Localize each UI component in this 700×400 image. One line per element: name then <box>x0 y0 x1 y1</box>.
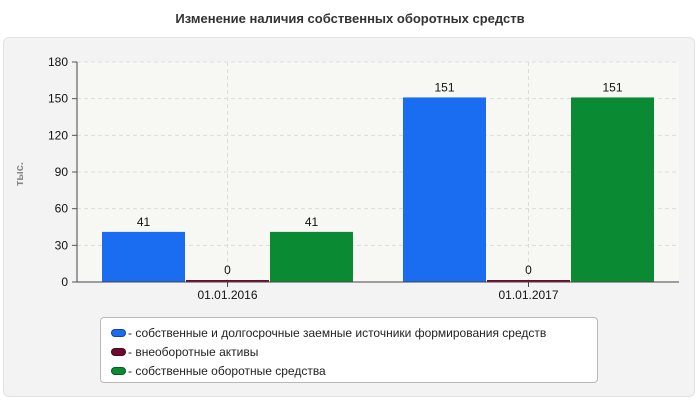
legend-item-working-capital: - собственные оборотные средства <box>111 361 597 380</box>
y-tick-label: 90 <box>55 165 69 179</box>
bar <box>403 97 486 282</box>
y-tick-label: 0 <box>61 275 68 289</box>
y-tick-label: 180 <box>48 55 68 69</box>
y-tick-label: 120 <box>48 128 68 142</box>
legend-swatch-noncurrent-assets <box>111 347 126 356</box>
legend-label-working-capital: - собственные оборотные средства <box>128 363 326 378</box>
y-axis-label: тыс. <box>14 162 26 186</box>
y-tick-label: 30 <box>55 238 69 252</box>
legend-swatch-sources <box>111 328 126 337</box>
bar <box>571 97 654 282</box>
bar-value-label: 151 <box>434 80 454 94</box>
bar <box>270 231 353 282</box>
bar-value-label: 0 <box>224 263 231 277</box>
bar-value-label: 41 <box>305 215 319 229</box>
bar-value-label: 0 <box>525 263 532 277</box>
bar <box>487 280 570 282</box>
y-tick-label: 60 <box>55 202 69 216</box>
legend-item-sources: - собственные и долгосрочные заемные ист… <box>111 323 597 342</box>
legend: - собственные и долгосрочные заемные ист… <box>100 317 598 383</box>
legend-item-noncurrent-assets: - внеоборотные активы <box>111 342 597 361</box>
bar-value-label: 151 <box>602 80 622 94</box>
x-tick-label: 01.01.2017 <box>498 288 558 302</box>
y-tick-label: 150 <box>48 92 68 106</box>
legend-label-sources: - собственные и долгосрочные заемные ист… <box>128 325 547 340</box>
chart-title: Изменение наличия собственных оборотных … <box>175 11 525 26</box>
bar-value-label: 41 <box>137 215 151 229</box>
bar <box>102 231 185 282</box>
bar <box>186 280 269 282</box>
legend-swatch-working-capital <box>111 366 126 375</box>
legend-label-noncurrent-assets: - внеоборотные активы <box>128 344 259 359</box>
x-tick-label: 01.01.2016 <box>197 288 257 302</box>
